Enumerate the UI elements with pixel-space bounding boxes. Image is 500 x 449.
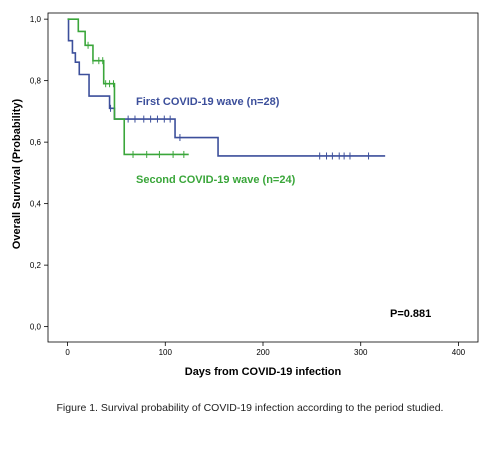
x-tick-label: 400 xyxy=(452,348,466,357)
x-tick-label: 0 xyxy=(65,348,70,357)
x-tick-label: 300 xyxy=(354,348,368,357)
x-axis: 0 100 200 300 400 xyxy=(65,342,466,357)
y-tick-label: 0,2 xyxy=(30,261,42,270)
series-label-second-wave: Second COVID-19 wave (n=24) xyxy=(136,174,296,186)
y-tick-label: 0,6 xyxy=(30,138,42,147)
x-axis-title: Days from COVID-19 infection xyxy=(185,366,342,378)
y-axis: 0,0 0,2 0,4 0,6 0,8 1,0 xyxy=(30,15,48,332)
y-tick-label: 0,8 xyxy=(30,77,42,86)
p-value-annotation: P=0.881 xyxy=(390,308,431,320)
series-label-first-wave: First COVID-19 wave (n=28) xyxy=(136,96,280,108)
series-group xyxy=(67,18,386,160)
x-tick-label: 100 xyxy=(159,348,173,357)
y-tick-label: 1,0 xyxy=(30,15,42,24)
figure-caption: Figure 1. Survival probability of COVID-… xyxy=(56,402,444,414)
series-line-second-wave xyxy=(67,18,189,156)
y-tick-label: 0,0 xyxy=(30,323,42,332)
y-tick-label: 0,4 xyxy=(30,200,42,209)
series-line-first-wave xyxy=(67,18,386,157)
x-tick-label: 200 xyxy=(256,348,270,357)
y-axis-title: Overall Survival (Probability) xyxy=(11,98,23,249)
